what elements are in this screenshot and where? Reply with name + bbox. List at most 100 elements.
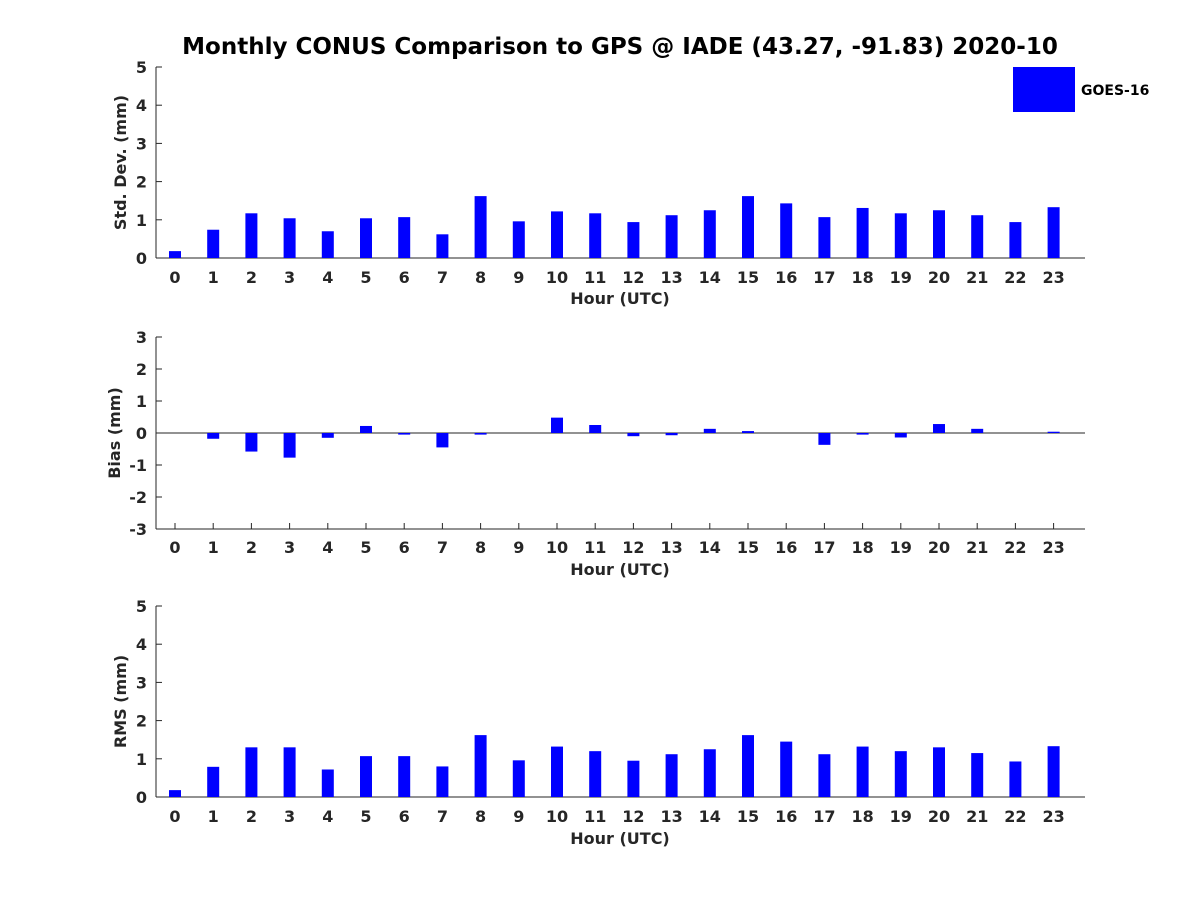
- x-tick-label: 16: [775, 268, 797, 287]
- x-tick-label: 9: [513, 268, 524, 287]
- bar-hour-4: [321, 769, 334, 797]
- x-axis-label: Hour (UTC): [570, 560, 670, 579]
- bar-hour-20: [933, 747, 945, 797]
- x-tick-label: 2: [246, 268, 257, 287]
- bar-hour-17: [818, 433, 831, 445]
- bar-hour-13: [665, 433, 678, 436]
- bar-hour-2: [245, 213, 258, 258]
- y-tick-label: 3: [136, 134, 147, 153]
- bar-hour-6: [398, 756, 411, 797]
- y-tick-label: 0: [136, 788, 147, 807]
- y-tick-label: 1: [136, 392, 147, 411]
- y-tick-label: 2: [136, 712, 147, 731]
- bar-hour-21: [971, 215, 984, 258]
- x-tick-label: 12: [622, 268, 644, 287]
- x-tick-label: 21: [966, 538, 988, 557]
- bar-hour-14: [703, 210, 716, 258]
- x-tick-label: 2: [246, 538, 257, 557]
- bar-hour-3: [283, 433, 296, 458]
- bar-hour-10: [551, 417, 563, 433]
- bar-hour-19: [894, 751, 907, 797]
- bar-hour-13: [665, 215, 678, 258]
- bar-hour-7: [436, 234, 449, 258]
- y-tick-label: 5: [136, 58, 147, 77]
- x-axis-label: Hour (UTC): [570, 289, 670, 308]
- bar-hour-15: [742, 735, 754, 797]
- x-tick-label: 7: [437, 807, 448, 826]
- y-axis-label: RMS (mm): [111, 655, 130, 748]
- x-tick-label: 22: [1004, 538, 1026, 557]
- bar-hour-4: [321, 433, 334, 438]
- x-tick-label: 4: [322, 538, 333, 557]
- x-tick-label: 22: [1004, 268, 1026, 287]
- y-tick-label: 4: [136, 96, 147, 115]
- bar-hour-8: [474, 196, 487, 258]
- legend-swatch: [1013, 67, 1075, 112]
- x-tick-label: 3: [284, 268, 295, 287]
- x-tick-label: 2: [246, 807, 257, 826]
- bar-hour-23: [1047, 746, 1060, 797]
- bar-hour-14: [703, 749, 716, 797]
- bar-hour-12: [627, 222, 640, 258]
- x-tick-label: 1: [208, 807, 219, 826]
- x-tick-label: 6: [399, 268, 410, 287]
- bar-hour-15: [742, 196, 754, 258]
- x-tick-label: 8: [475, 538, 486, 557]
- bar-hour-15: [742, 431, 754, 433]
- x-tick-label: 3: [284, 807, 295, 826]
- x-tick-label: 5: [360, 538, 371, 557]
- bar-hour-16: [780, 203, 793, 258]
- x-tick-label: 12: [622, 538, 644, 557]
- x-tick-label: 7: [437, 268, 448, 287]
- x-tick-label: 4: [322, 268, 333, 287]
- x-tick-label: 5: [360, 268, 371, 287]
- x-tick-label: 19: [890, 807, 912, 826]
- bar-hour-8: [474, 735, 487, 797]
- x-tick-label: 10: [546, 807, 568, 826]
- x-tick-label: 15: [737, 807, 759, 826]
- bar-hour-13: [665, 754, 678, 797]
- x-tick-label: 0: [169, 538, 180, 557]
- bar-hour-22: [1009, 222, 1022, 258]
- bar-hour-5: [360, 218, 372, 258]
- bar-hour-6: [398, 433, 411, 435]
- y-tick-label: -1: [129, 456, 147, 475]
- bar-hour-5: [360, 756, 372, 797]
- x-tick-label: 3: [284, 538, 295, 557]
- x-tick-label: 23: [1042, 807, 1064, 826]
- y-tick-label: 2: [136, 173, 147, 192]
- x-tick-label: 15: [737, 538, 759, 557]
- x-tick-label: 6: [399, 807, 410, 826]
- y-tick-label: -2: [129, 488, 147, 507]
- bar-hour-20: [933, 210, 945, 258]
- bar-hour-0: [169, 251, 181, 258]
- bar-hour-1: [207, 433, 220, 439]
- x-axis-label: Hour (UTC): [570, 829, 670, 848]
- bar-hour-21: [971, 428, 984, 433]
- bar-hour-11: [589, 751, 602, 797]
- x-tick-label: 15: [737, 268, 759, 287]
- y-tick-label: 1: [136, 211, 147, 230]
- bar-hour-22: [1009, 761, 1022, 797]
- bar-hour-12: [627, 760, 640, 797]
- bar-hour-11: [589, 425, 602, 433]
- bar-hour-7: [436, 766, 449, 797]
- bar-hour-14: [703, 428, 716, 433]
- bar-hour-8: [474, 433, 487, 435]
- x-tick-label: 9: [513, 538, 524, 557]
- x-tick-label: 11: [584, 538, 606, 557]
- y-tick-label: 0: [136, 249, 147, 268]
- x-tick-label: 9: [513, 807, 524, 826]
- bar-hour-10: [551, 746, 563, 797]
- x-tick-label: 19: [890, 268, 912, 287]
- bar-hour-9: [512, 221, 525, 258]
- x-tick-label: 14: [699, 807, 721, 826]
- x-tick-label: 0: [169, 268, 180, 287]
- bar-hour-20: [933, 424, 945, 433]
- x-tick-label: 1: [208, 268, 219, 287]
- x-tick-label: 13: [660, 268, 682, 287]
- bar-hour-11: [589, 213, 602, 258]
- y-tick-label: 2: [136, 360, 147, 379]
- x-tick-label: 5: [360, 807, 371, 826]
